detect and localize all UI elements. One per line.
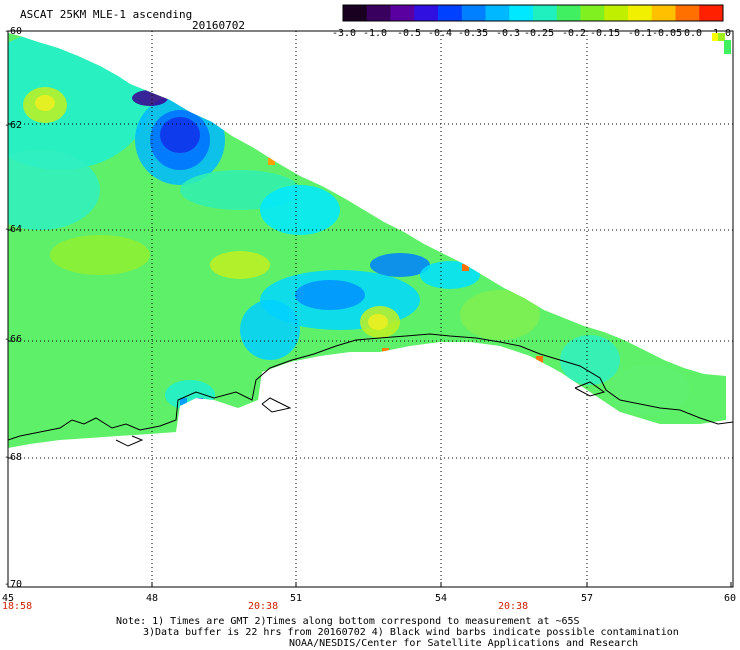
y-tick-label: -60 bbox=[4, 26, 23, 37]
field-pixel bbox=[180, 398, 187, 405]
field-pixel bbox=[174, 436, 181, 443]
colorbar-label: -0.1 bbox=[628, 28, 653, 39]
colorbar-swatch bbox=[485, 5, 510, 21]
colorbar-swatch bbox=[509, 5, 534, 21]
colorbar-label: -0.35 bbox=[458, 28, 489, 39]
x-tick-label: 54 bbox=[435, 593, 448, 604]
field-patch bbox=[260, 185, 340, 235]
wind-field bbox=[8, 33, 726, 448]
colorbar-swatch bbox=[343, 5, 368, 21]
note-line-3: NOAA/NESDIS/Center for Satellite Applica… bbox=[289, 638, 639, 649]
colorbar-label: -0.2 bbox=[562, 28, 587, 39]
colorbar-swatch bbox=[651, 5, 676, 21]
colorbar-label: -1.0 bbox=[363, 28, 388, 39]
field-patch bbox=[610, 365, 690, 415]
graticule bbox=[8, 31, 733, 587]
colorbar-swatch bbox=[675, 5, 700, 21]
map-frame bbox=[7, 30, 734, 588]
y-tick-label: -66 bbox=[4, 334, 23, 345]
field-patch bbox=[368, 314, 388, 330]
field-pixel bbox=[196, 398, 203, 405]
y-tick-label: -68 bbox=[4, 452, 23, 463]
colorbar-swatch bbox=[580, 5, 605, 21]
colorbar-swatch bbox=[556, 5, 581, 21]
field-pixel bbox=[718, 33, 725, 41]
colorbar-label: -0.25 bbox=[524, 28, 555, 39]
x-tick-label: 57 bbox=[581, 593, 594, 604]
field-pixel bbox=[462, 264, 469, 271]
coastline-island bbox=[574, 381, 606, 397]
colorbar-label: -0.15 bbox=[590, 28, 621, 39]
colorbar-swatch bbox=[699, 5, 724, 21]
time-label: 20:38 bbox=[248, 601, 279, 612]
colorbar-swatch bbox=[438, 5, 463, 21]
field-patch bbox=[460, 290, 540, 340]
field-patch bbox=[560, 335, 620, 385]
x-tick-label: 48 bbox=[146, 593, 159, 604]
note-line-1: Note: 1) Times are GMT 2)Times along bot… bbox=[116, 616, 580, 627]
x-tick-label: 45 bbox=[2, 593, 15, 604]
colorbar-swatch bbox=[390, 5, 415, 21]
colorbar-swatch bbox=[604, 5, 629, 21]
colorbar-label: -0.5 bbox=[397, 28, 422, 39]
field-patch bbox=[132, 90, 168, 106]
field-patch bbox=[240, 300, 300, 360]
colorbar bbox=[342, 4, 724, 22]
field-pixel bbox=[382, 348, 389, 355]
colorbar-label: -0.05 bbox=[652, 28, 683, 39]
colorbar-label: 0.0 bbox=[684, 28, 703, 39]
colorbar-swatch bbox=[533, 5, 558, 21]
field-pixel bbox=[322, 356, 329, 363]
colorbar-frame bbox=[342, 4, 724, 22]
y-tick-label: -62 bbox=[4, 120, 23, 131]
field-pixel bbox=[724, 40, 731, 54]
map-date: 20160702 bbox=[192, 19, 245, 32]
field-pixel bbox=[536, 356, 543, 363]
field-patch bbox=[420, 261, 480, 289]
coastline bbox=[7, 333, 734, 441]
field-pixel bbox=[268, 158, 275, 165]
colorbar-label: -3.0 bbox=[332, 28, 357, 39]
y-tick-label: -64 bbox=[4, 224, 23, 235]
field-patch bbox=[8, 150, 100, 230]
time-label: 18:58 bbox=[2, 601, 33, 612]
coastline-inlet bbox=[261, 397, 292, 413]
colorbar-label: -0.4 bbox=[428, 28, 453, 39]
x-tick-label: 60 bbox=[724, 593, 737, 604]
map-title: ASCAT 25KM MLE-1 ascending bbox=[20, 8, 193, 21]
colorbar-swatch bbox=[628, 5, 653, 21]
note-line-2: 3)Data buffer is 22 hrs from 20160702 4)… bbox=[143, 627, 679, 638]
field-patch bbox=[50, 235, 150, 275]
field-patch bbox=[370, 253, 430, 277]
time-label: 20:38 bbox=[498, 601, 529, 612]
colorbar-swatch bbox=[461, 5, 486, 21]
field-patch bbox=[160, 117, 200, 153]
colorbar-swatch bbox=[414, 5, 439, 21]
coastline-island bbox=[115, 435, 144, 447]
colorbar-swatch bbox=[366, 5, 391, 21]
field-patch bbox=[210, 251, 270, 279]
x-tick-label: 51 bbox=[290, 593, 303, 604]
colorbar-label: -0.3 bbox=[496, 28, 521, 39]
field-patch bbox=[295, 280, 365, 310]
y-tick-label: -70 bbox=[4, 579, 23, 590]
field-patch bbox=[35, 95, 55, 111]
field-pixel bbox=[712, 33, 722, 41]
